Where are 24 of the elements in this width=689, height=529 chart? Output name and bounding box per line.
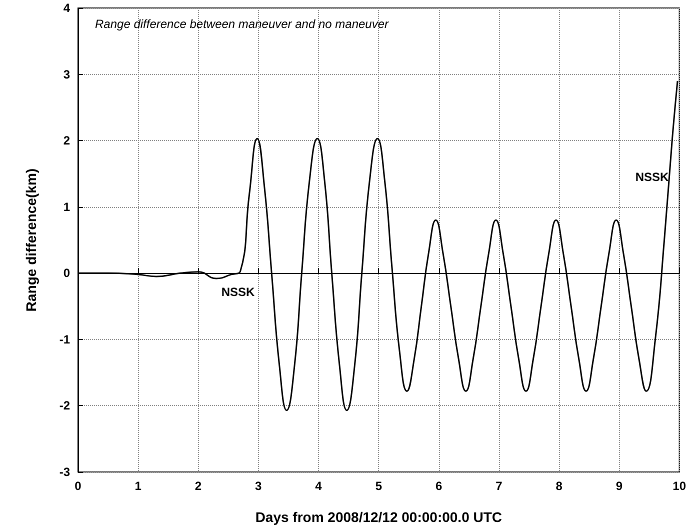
y-tick-label: 0 <box>63 266 70 280</box>
x-tick-label: 8 <box>556 479 563 493</box>
annotation: NSSK <box>635 170 669 184</box>
y-tick-label: 4 <box>63 1 70 15</box>
y-tick-label: 1 <box>63 200 70 214</box>
x-tick-label: 1 <box>134 479 142 493</box>
annotation: Range difference between maneuver and no maneuver <box>95 17 390 31</box>
y-tick-label: 2 <box>63 134 70 148</box>
x-tick-label: 5 <box>375 479 382 493</box>
y-tick-label: -1 <box>59 332 70 346</box>
y-tick-label: -3 <box>59 465 70 479</box>
x-axis-title: Days from 2008/12/12 00:00:00.0 UTC <box>255 509 502 525</box>
x-tick-label: 3 <box>255 479 262 493</box>
x-tick-label: 7 <box>496 479 503 493</box>
x-tick-label: 4 <box>315 479 322 493</box>
annotation: NSSK <box>221 285 255 299</box>
y-tick-label: 3 <box>63 67 70 82</box>
x-tick-label: 6 <box>435 479 442 493</box>
y-tick-label: -2 <box>59 398 70 413</box>
y-axis-title: Range difference(km) <box>23 168 39 312</box>
x-tick-label: 0 <box>74 479 82 493</box>
x-tick-label: 10 <box>672 479 686 493</box>
x-tick-label: 2 <box>194 479 202 493</box>
x-tick-label: 9 <box>616 479 623 493</box>
